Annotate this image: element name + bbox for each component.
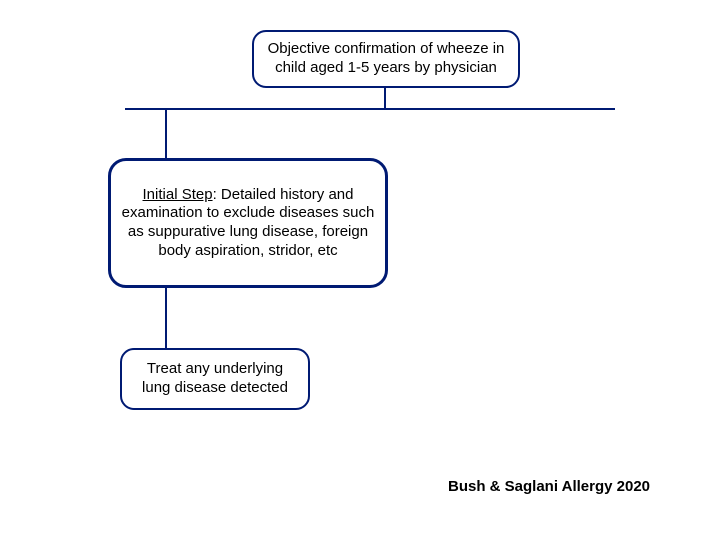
citation-label: Bush & Saglani Allergy 2020	[448, 478, 650, 495]
node-text: Initial Step: Detailed history and exami…	[121, 186, 375, 261]
connector-to-bottom	[165, 288, 167, 348]
node-text: Objective confirmation of wheeze in chil…	[264, 40, 508, 78]
node-text: Treat any underlying lung disease detect…	[132, 360, 298, 398]
node-initial-step: Initial Step: Detailed history and exami…	[108, 158, 388, 288]
connector-top-stub	[384, 88, 386, 108]
node-objective-confirmation: Objective confirmation of wheeze in chil…	[252, 30, 520, 88]
connector-horizontal	[125, 108, 615, 110]
lead-label: Initial Step	[143, 186, 213, 203]
citation-text: Bush & Saglani Allergy 2020	[448, 478, 650, 495]
connector-to-middle	[165, 108, 167, 158]
node-treat-underlying: Treat any underlying lung disease detect…	[120, 348, 310, 410]
